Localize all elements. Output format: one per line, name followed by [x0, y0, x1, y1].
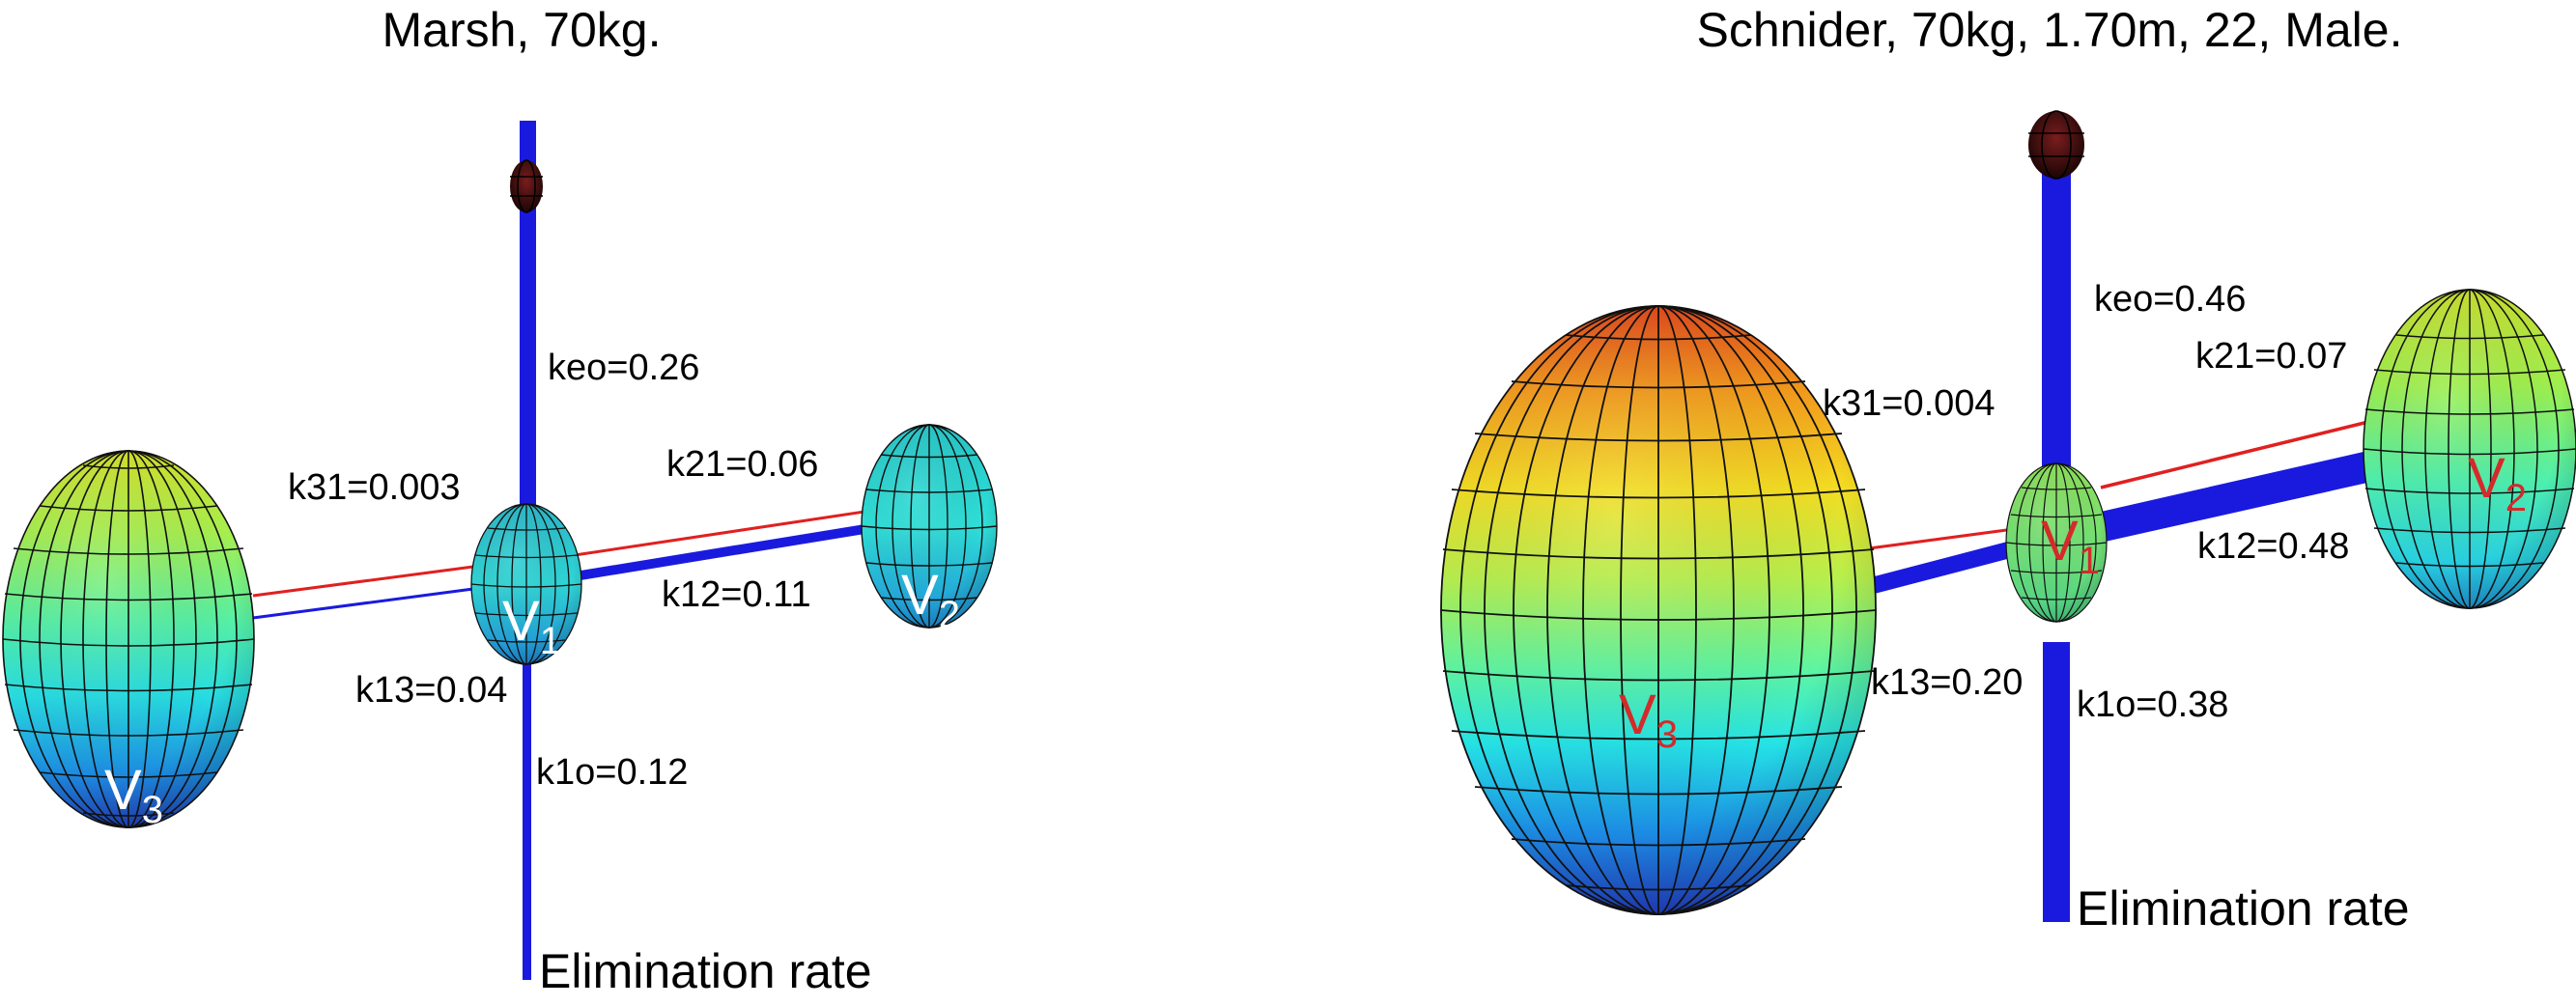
- k1o-label: k1o=0.38: [2077, 685, 2228, 725]
- k13-label: k13=0.20: [1871, 662, 2023, 703]
- v1-label: V1: [502, 590, 561, 662]
- keo-flow-bar: [520, 121, 536, 512]
- keo-label: keo=0.26: [548, 348, 699, 388]
- k12-label: k12=0.48: [2197, 526, 2349, 567]
- k21-label: k21=0.06: [666, 444, 818, 485]
- elimination-flow-bar: [523, 657, 531, 980]
- panel-schnider: Schnider, 70kg, 1.70m, 22, Male.: [1440, 3, 2576, 936]
- k13-label: k13=0.04: [355, 670, 507, 711]
- panel-marsh: Marsh, 70kg.: [2, 3, 998, 998]
- effect-site-sphere: [2028, 110, 2084, 180]
- k1o-label: k1o=0.12: [536, 752, 688, 793]
- v2-label: V2: [901, 564, 960, 636]
- v2-compartment-sphere: V2: [2363, 289, 2576, 609]
- elimination-rate-label: Elimination rate: [539, 944, 872, 998]
- effect-site-sphere: [510, 159, 543, 213]
- k12-label: k12=0.11: [662, 574, 811, 615]
- elimination-rate-label: Elimination rate: [2077, 881, 2410, 936]
- k12-flow-band: [575, 524, 864, 581]
- k31-label: k31=0.003: [288, 467, 461, 508]
- k21-flow-line: [2100, 418, 2377, 489]
- v1-compartment-sphere: V1: [470, 503, 582, 665]
- v3-label: V3: [104, 759, 163, 831]
- k31-flow-line: [252, 563, 489, 598]
- v2-compartment-sphere: V2: [861, 424, 998, 636]
- v1-compartment-sphere: V1: [2005, 462, 2108, 623]
- v3-label: V3: [1619, 684, 1678, 756]
- k13-flow-band: [1845, 541, 2011, 601]
- k21-label: k21=0.07: [2195, 336, 2347, 377]
- v3-compartment-sphere: V3: [1440, 305, 1877, 915]
- k13-flow-line: [252, 585, 489, 620]
- elimination-flow-bar: [2043, 642, 2070, 922]
- keo-flow-bar: [2042, 145, 2071, 473]
- v1-label: V1: [2041, 510, 2100, 582]
- v2-label: V2: [2468, 447, 2527, 519]
- panel-title: Schnider, 70kg, 1.70m, 22, Male.: [1697, 3, 2403, 57]
- keo-label: keo=0.46: [2094, 279, 2246, 320]
- k12-flow-band: [2101, 449, 2376, 543]
- v3-compartment-sphere: V3: [2, 450, 255, 831]
- panel-title: Marsh, 70kg.: [382, 3, 661, 57]
- k31-label: k31=0.004: [1823, 383, 1996, 424]
- k21-flow-line: [574, 510, 865, 557]
